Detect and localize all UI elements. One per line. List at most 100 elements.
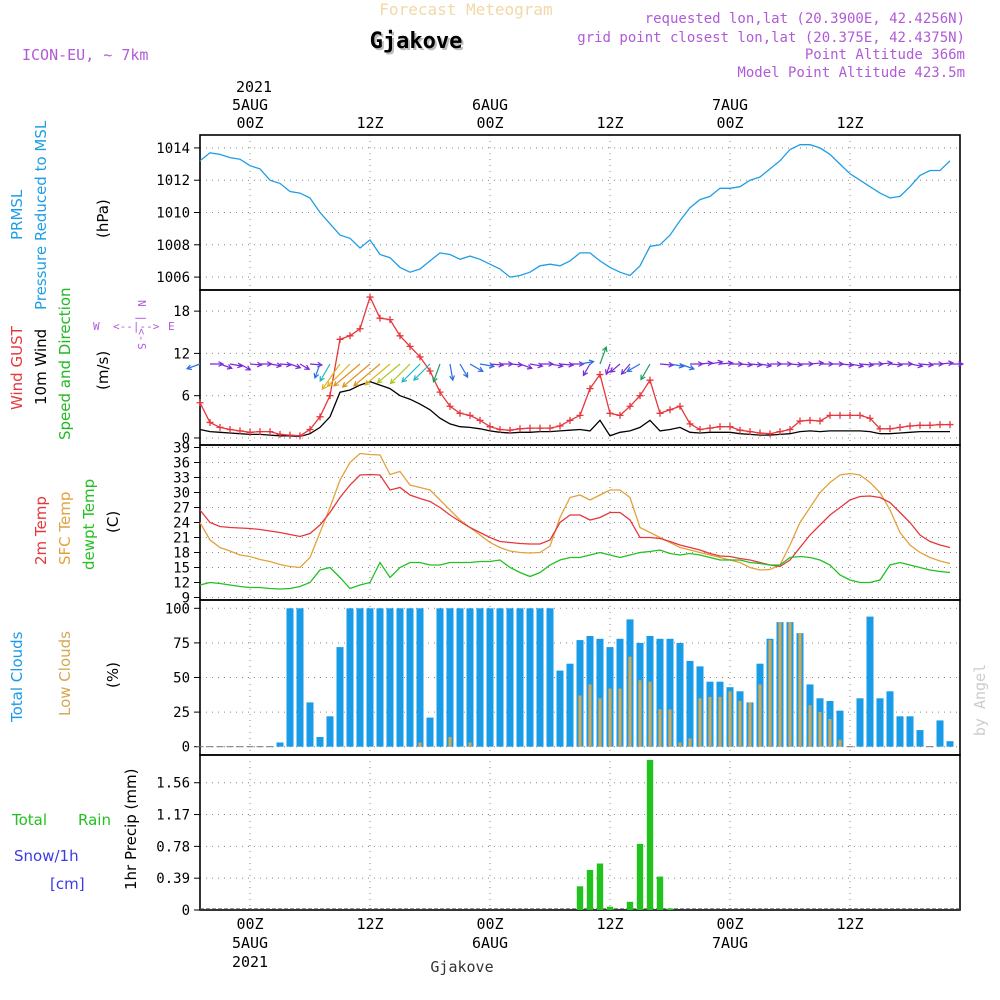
y-tick-label: 1010 bbox=[156, 206, 190, 222]
low-cloud-bar bbox=[698, 698, 702, 747]
total-cloud-bar bbox=[686, 660, 694, 747]
low-cloud-bar bbox=[688, 738, 692, 747]
low-cloud-bar bbox=[808, 705, 812, 747]
gust-point bbox=[906, 422, 914, 430]
wind-direction-arrow bbox=[469, 363, 484, 373]
y-tick-label: 18 bbox=[173, 546, 190, 562]
total-cloud-bar bbox=[536, 608, 544, 747]
gust-point bbox=[246, 428, 254, 436]
chart-location-title-front: Gjakove bbox=[370, 29, 463, 54]
gust-point bbox=[496, 426, 504, 433]
gust-point bbox=[386, 316, 394, 324]
pressure-line bbox=[199, 144, 951, 278]
y-tick-label: 0 bbox=[182, 740, 190, 756]
y-tick-label: 1.17 bbox=[156, 808, 190, 824]
total-cloud-bar bbox=[506, 608, 514, 747]
wind-direction-arrow bbox=[229, 362, 244, 369]
y-tick-label: 0.78 bbox=[156, 839, 190, 855]
total-cloud-bar bbox=[566, 663, 574, 747]
gust-point bbox=[666, 406, 674, 414]
gust-point bbox=[436, 388, 444, 396]
wind-direction-arrow bbox=[909, 362, 924, 369]
wind-direction-arrow bbox=[679, 363, 696, 371]
low-cloud-bar bbox=[668, 709, 672, 747]
total-cloud-bar bbox=[946, 741, 954, 747]
top-date-label: 5AUG bbox=[232, 96, 268, 114]
gust-point bbox=[726, 423, 734, 431]
wind-direction-arrow bbox=[185, 363, 201, 371]
wind-direction-arrow bbox=[579, 359, 595, 366]
top-hour-label: 12Z bbox=[356, 114, 383, 132]
total-cloud-bar bbox=[316, 737, 324, 747]
total-cloud-bar bbox=[576, 640, 584, 747]
y-tick-label: 0 bbox=[182, 903, 190, 919]
gust-point bbox=[736, 426, 744, 434]
rain-bar bbox=[656, 876, 664, 910]
total-cloud-bar bbox=[866, 616, 874, 747]
gust-point bbox=[926, 421, 934, 429]
top-hour-label: 00Z bbox=[476, 114, 503, 132]
low-cloud-bar bbox=[708, 696, 712, 747]
total-cloud-bar bbox=[306, 702, 314, 747]
y-tick-label: 6 bbox=[182, 389, 190, 405]
gust-point bbox=[846, 411, 854, 419]
total-cloud-bar bbox=[396, 608, 404, 747]
dew-label: dewpt Temp bbox=[80, 479, 98, 570]
gust-point bbox=[896, 423, 904, 431]
total-cloud-bar bbox=[486, 608, 494, 747]
gust-point bbox=[706, 424, 714, 432]
low-cloud-bar bbox=[648, 681, 652, 747]
bottom-year-label: 2021 bbox=[232, 953, 268, 971]
compass-rose: N | <- S W <--|--> E bbox=[93, 300, 175, 350]
low-cloud-bar bbox=[838, 739, 842, 747]
total-cloud-bar bbox=[276, 742, 284, 747]
low-cloud-bar bbox=[818, 712, 822, 747]
y-tick-label: 12 bbox=[173, 576, 190, 592]
gust-point bbox=[236, 427, 244, 435]
total-cloud-bar bbox=[426, 717, 434, 747]
gust-point bbox=[676, 402, 684, 410]
gust-point bbox=[806, 416, 814, 424]
y-tick-label: 1012 bbox=[156, 173, 190, 189]
y-tick-label: 33 bbox=[173, 471, 190, 487]
y-tick-label: 12 bbox=[173, 346, 190, 362]
bottom-hour-label: 12Z bbox=[836, 915, 863, 933]
wind-direction-arrow bbox=[376, 363, 401, 384]
dir-label: Speed and Direction bbox=[56, 287, 74, 440]
gust-point bbox=[276, 430, 284, 438]
bottom-hour-label: 12Z bbox=[596, 915, 623, 933]
gust-point bbox=[456, 409, 464, 417]
wind-direction-arrow bbox=[889, 361, 904, 368]
y-tick-label: 1.56 bbox=[156, 776, 190, 792]
total-cloud-bar bbox=[446, 608, 454, 747]
bottom-date-label: 6AUG bbox=[472, 934, 508, 952]
total-cloud-bar bbox=[456, 608, 464, 747]
low-cloud-bar bbox=[718, 696, 722, 747]
clouds-panel: 0 25 50 75 100 bbox=[165, 599, 961, 756]
wind-direction-arrow bbox=[449, 363, 455, 382]
total-cloud-bar bbox=[406, 608, 414, 747]
bottom-hour-label: 12Z bbox=[356, 915, 383, 933]
total-cloud-bar bbox=[596, 638, 604, 747]
y-tick-label: 1006 bbox=[156, 270, 190, 286]
top-hour-label: 00Z bbox=[236, 114, 263, 132]
gust-point bbox=[356, 325, 364, 333]
y-tick-label: 15 bbox=[173, 561, 190, 577]
wind-direction-arrow bbox=[353, 363, 381, 387]
total-cloud-bar bbox=[916, 730, 924, 747]
total-cloud-bar bbox=[436, 608, 444, 747]
compass-e: E bbox=[168, 320, 175, 333]
top-hour-label: 00Z bbox=[716, 114, 743, 132]
top-hour-label: 12Z bbox=[596, 114, 623, 132]
total-cloud-bar bbox=[386, 608, 394, 747]
wind-direction-arrow bbox=[626, 363, 641, 373]
total-cloud-bar bbox=[896, 716, 904, 747]
y-tick-label: 75 bbox=[173, 636, 190, 652]
low-cloud-bar bbox=[608, 688, 612, 747]
clouds-unit: (%) bbox=[104, 662, 122, 688]
gust-point bbox=[686, 420, 694, 428]
wind-direction-arrow bbox=[333, 363, 361, 387]
total-cloud-bar bbox=[886, 691, 894, 747]
